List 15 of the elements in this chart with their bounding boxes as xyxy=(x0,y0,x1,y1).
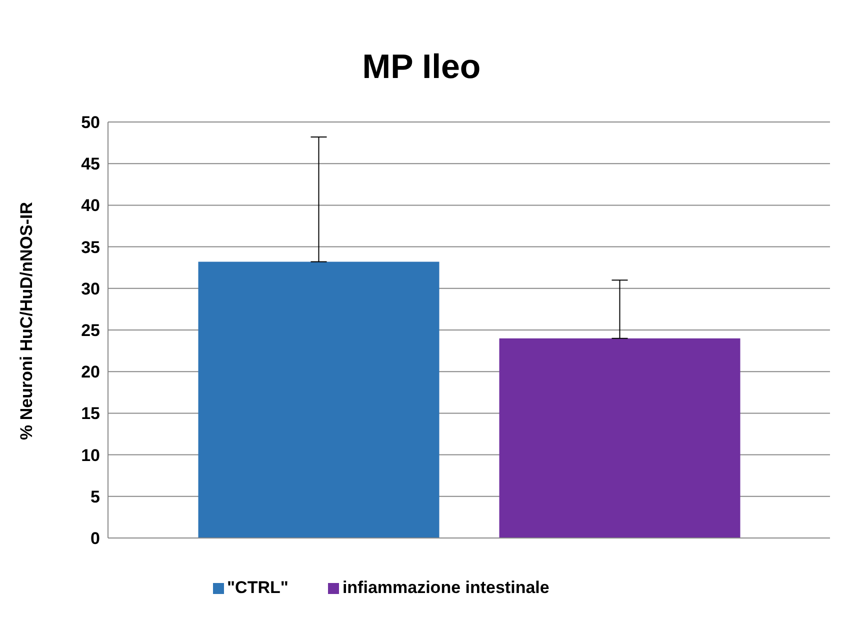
y-tick-label: 40 xyxy=(81,196,100,216)
y-tick-label: 50 xyxy=(81,113,100,132)
y-axis-title: % Neuroni HuC/HuD/nNOS-IR xyxy=(17,202,36,440)
legend-label: "CTRL" xyxy=(227,578,288,598)
y-tick-label: 10 xyxy=(81,446,100,465)
y-tick-label: 20 xyxy=(81,362,100,382)
chart-title: MP Ileo xyxy=(362,48,481,86)
y-tick-label: 35 xyxy=(81,238,100,257)
y-tick-label: 45 xyxy=(81,154,100,174)
y-tick-label: 5 xyxy=(90,487,100,506)
y-tick-label: 0 xyxy=(90,529,100,548)
legend-label: infiammazione intestinale xyxy=(342,578,550,598)
y-tick-label: 25 xyxy=(81,321,100,340)
y-tick-label: 15 xyxy=(81,404,100,424)
y-tick-label: 30 xyxy=(81,279,100,298)
